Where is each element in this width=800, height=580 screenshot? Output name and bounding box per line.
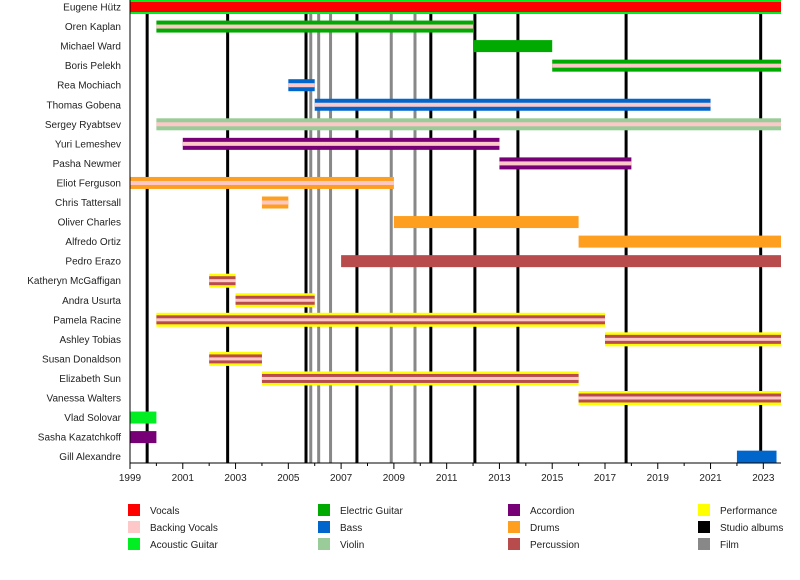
x-tick-label: 2009: [383, 473, 406, 484]
x-tick-label: 2023: [752, 473, 775, 484]
member-label: Rea Mochiach: [57, 81, 121, 92]
x-tick-label: 2005: [277, 473, 300, 484]
legend-swatch: [128, 538, 140, 550]
legend-swatch: [318, 521, 330, 533]
legend-swatch: [698, 521, 710, 533]
legend-label: Accordion: [530, 506, 574, 517]
bar-stripe: [156, 24, 474, 29]
legend-label: Drums: [530, 523, 559, 534]
member-bar: [473, 40, 553, 53]
x-tick-label: 2021: [699, 473, 722, 484]
legend-swatch: [128, 521, 140, 533]
legend-swatch: [508, 504, 520, 516]
x-tick-label: 2017: [594, 473, 617, 484]
member-bar: [578, 235, 781, 248]
legend-swatch: [698, 504, 710, 516]
x-tick-label: 2003: [224, 473, 247, 484]
legend-label: Backing Vocals: [150, 523, 218, 534]
legend-label: Studio albums: [720, 523, 783, 534]
legend-swatch: [128, 504, 140, 516]
member-labels: Eugene Hütz Oren Kaplan Michael Ward Boris …: [27, 3, 121, 464]
bar-stripe: [578, 396, 781, 400]
member-bar: [393, 216, 579, 229]
bar-stripe: [261, 200, 289, 205]
member-label: Elizabeth Sun: [59, 374, 121, 385]
bar-stripe: [314, 102, 711, 107]
x-tick-label: 2019: [647, 473, 670, 484]
member-label: Pedro Erazo: [65, 257, 121, 268]
member-label: Ashley Tobias: [59, 335, 121, 346]
bar-stripe: [261, 376, 579, 380]
bar-stripe: [130, 180, 394, 185]
legend-swatch: [508, 521, 520, 533]
bar-stripe: [499, 161, 632, 166]
legend-label: Percussion: [530, 540, 579, 551]
member-bar: [341, 255, 781, 268]
member-label: Sergey Ryabtsev: [45, 120, 121, 131]
member-label: Eliot Ferguson: [57, 178, 121, 189]
x-tick-label: 1999: [119, 473, 142, 484]
member-bar: [130, 411, 157, 424]
legend-swatch: [698, 538, 710, 550]
member-bar: [130, 2, 781, 12]
legend-label: Bass: [340, 523, 362, 534]
member-bar: [736, 450, 777, 463]
member-label: Boris Pelekh: [65, 61, 121, 72]
legend-label: Film: [720, 540, 739, 551]
member-label: Katheryn McGaffigan: [27, 276, 121, 287]
member-label: Pamela Racine: [53, 315, 121, 326]
bar-stripe: [288, 83, 315, 88]
bar-stripe: [156, 318, 605, 322]
member-label: Michael Ward: [60, 42, 121, 53]
member-label: Chris Tattersall: [55, 198, 121, 209]
bar-stripe: [182, 141, 500, 146]
legend: Vocals Backing Vocals Acoustic Guitar Elect…: [128, 504, 783, 551]
x-tick-label: 2015: [541, 473, 564, 484]
member-label: Andra Usurta: [62, 296, 121, 307]
member-label: Alfredo Ortiz: [65, 237, 121, 248]
bar-stripe: [552, 63, 781, 68]
legend-swatch: [508, 538, 520, 550]
x-tick-label: 2001: [172, 473, 195, 484]
x-axis: 1999 2001 2003 2005 2007 2009 2011 2013 2015 2017…: [119, 0, 781, 484]
member-bars: [130, 0, 782, 463]
member-bar: [130, 431, 157, 444]
legend-label: Violin: [340, 540, 364, 551]
bar-stripe: [156, 122, 782, 127]
member-label: Vlad Solovar: [64, 413, 121, 424]
event-lines: [145, 0, 763, 463]
x-tick-label: 2007: [330, 473, 353, 484]
member-label: Oren Kaplan: [65, 22, 121, 33]
bar-stripe: [209, 357, 262, 361]
bar-stripe: [235, 298, 315, 302]
legend-label: Electric Guitar: [340, 506, 403, 517]
legend-swatch: [318, 538, 330, 550]
member-label: Sasha Kazatchkoff: [38, 433, 121, 444]
legend-swatch: [318, 504, 330, 516]
member-label: Thomas Gobena: [47, 100, 122, 111]
bar-stripe: [209, 279, 236, 283]
x-tick-label: 2013: [488, 473, 511, 484]
legend-label: Acoustic Guitar: [150, 540, 218, 551]
member-label: Yuri Lemeshev: [55, 139, 121, 150]
legend-label: Performance: [720, 506, 778, 517]
member-label: Susan Donaldson: [42, 354, 121, 365]
member-label: Eugene Hütz: [63, 3, 121, 14]
legend-label: Vocals: [150, 506, 179, 517]
member-label: Gill Alexandre: [59, 452, 121, 463]
bar-stripe: [604, 337, 781, 341]
x-tick-label: 2011: [436, 473, 458, 484]
member-label: Pasha Newmer: [53, 159, 122, 170]
member-label: Vanessa Walters: [47, 394, 121, 405]
member-label: Oliver Charles: [58, 218, 121, 229]
